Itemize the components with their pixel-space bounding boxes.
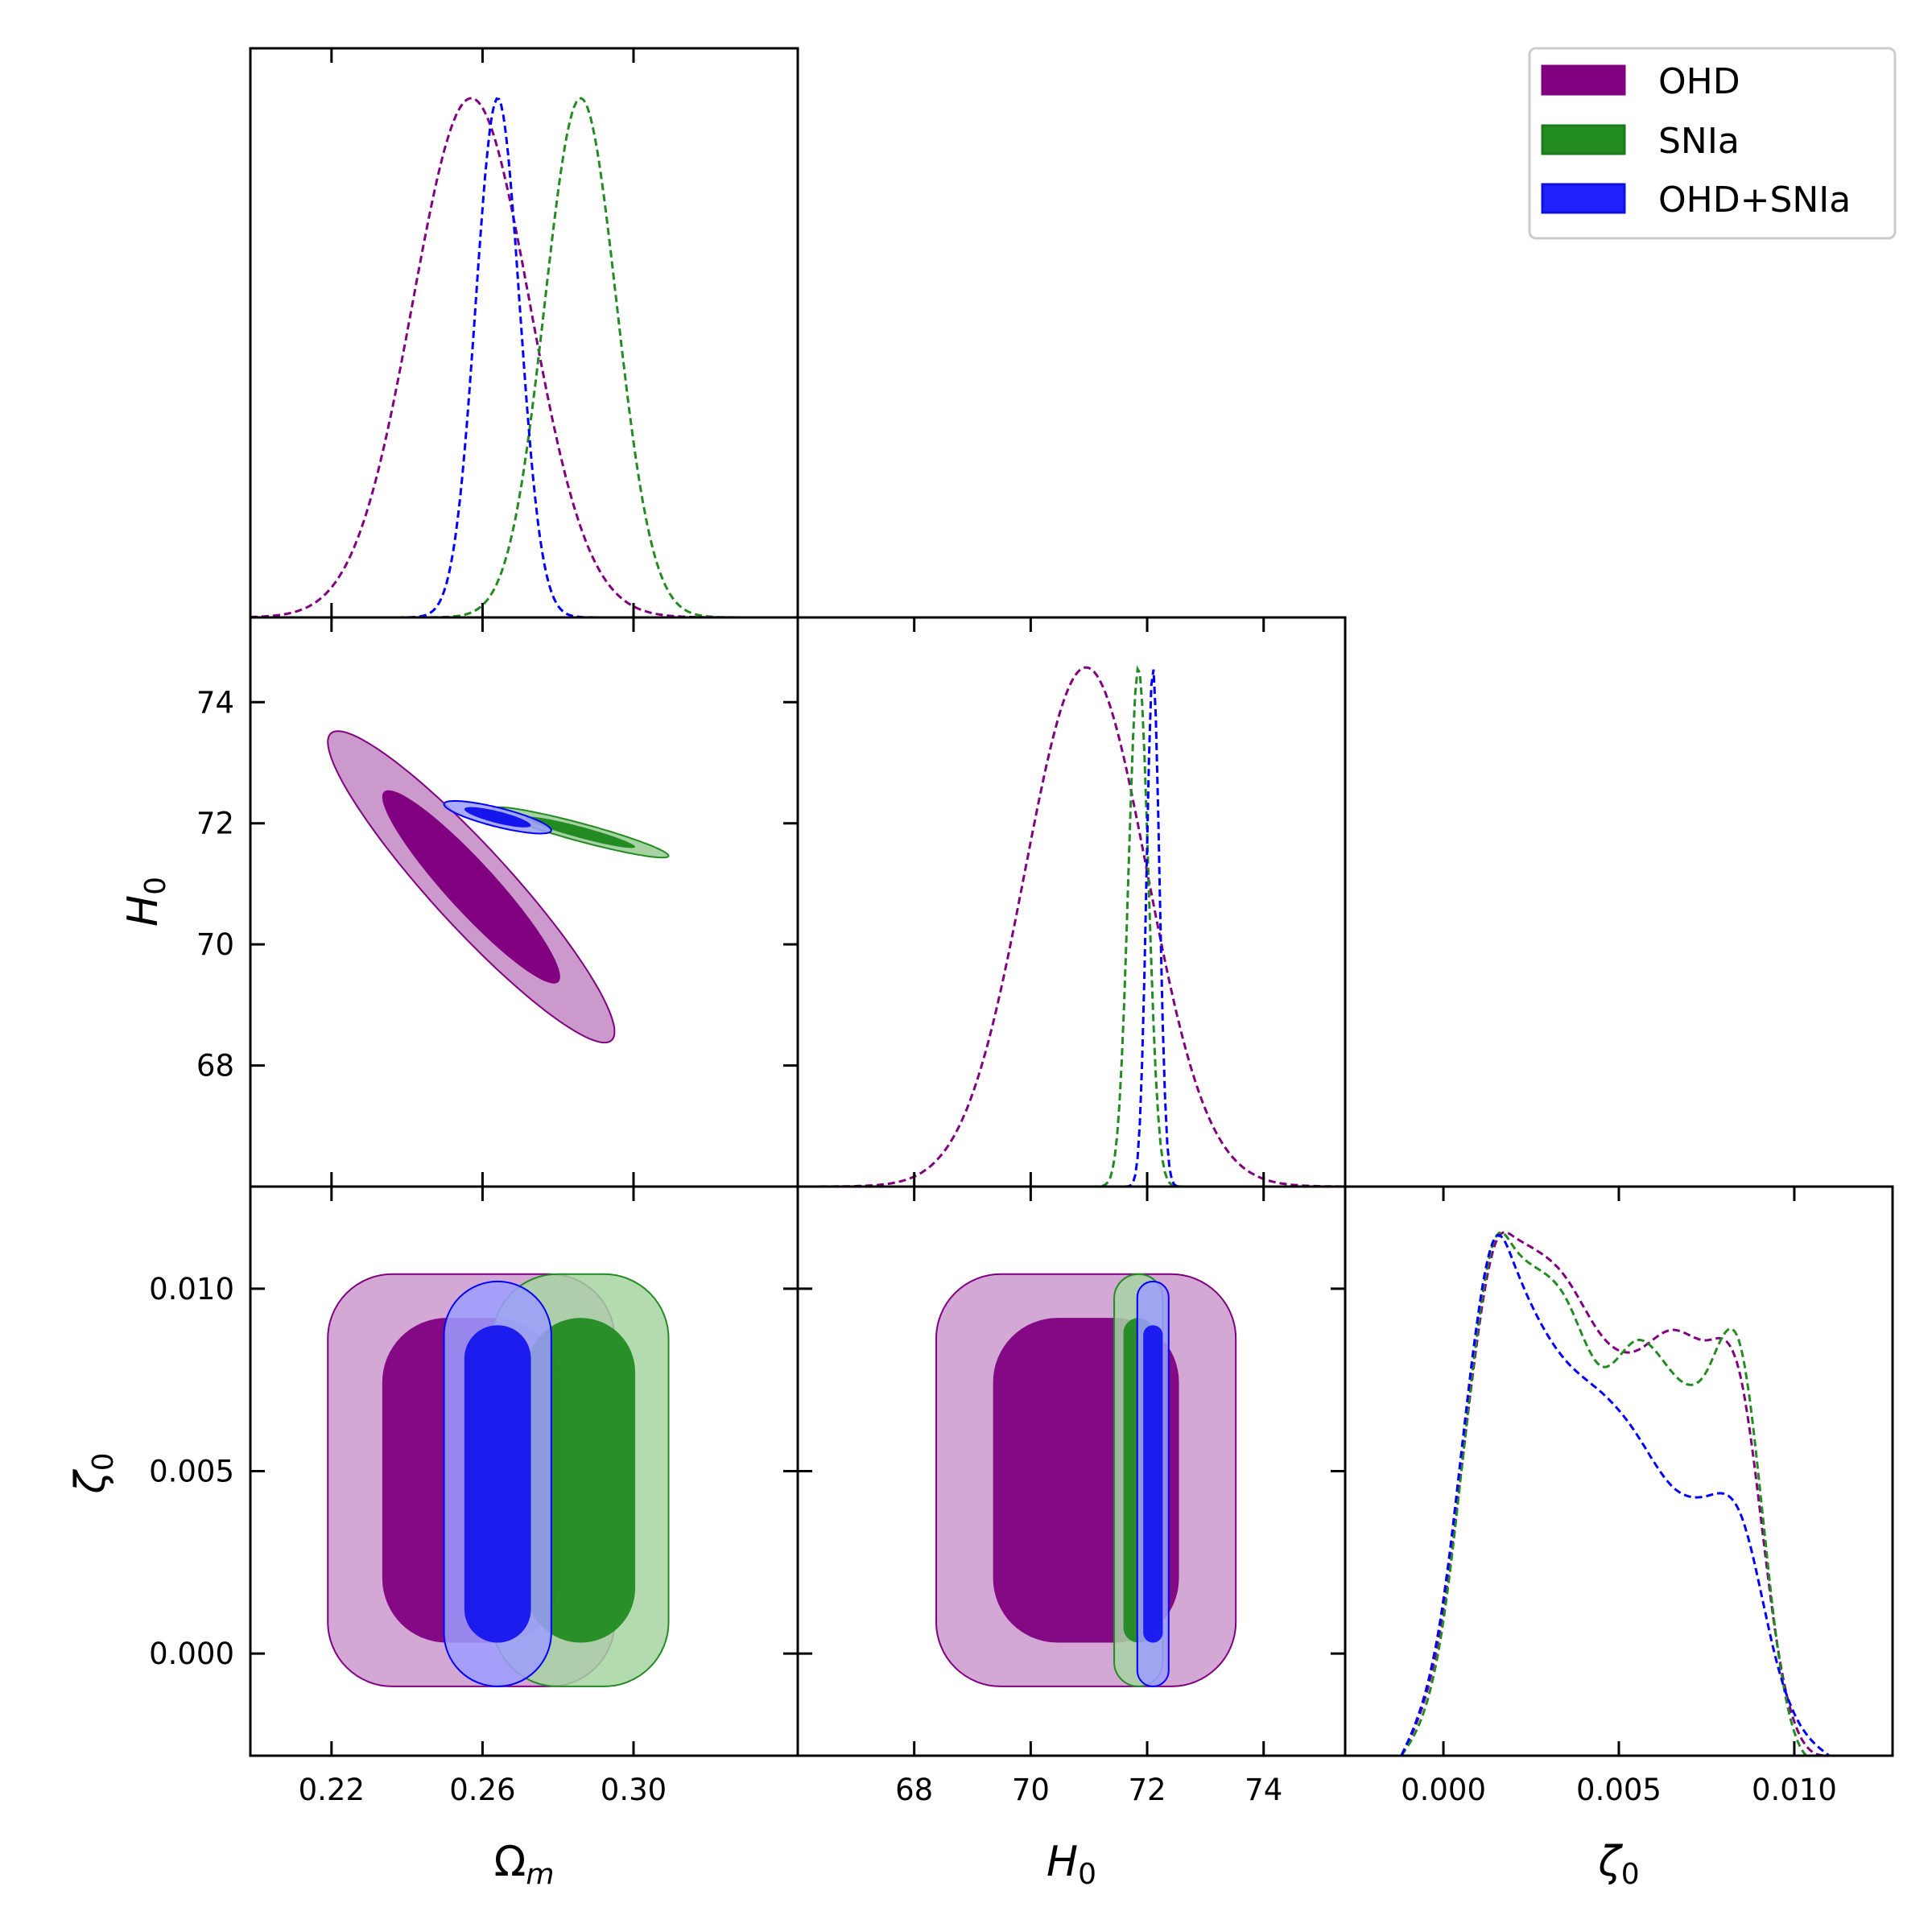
zeta-om-68-snia (526, 1318, 636, 1643)
legend-label-ohd: OHD (1658, 61, 1740, 102)
tick-label-om-1: 0.26 (449, 1773, 515, 1807)
tick-label-om-2: 0.30 (601, 1773, 667, 1807)
panel-om-marginal (250, 97, 798, 617)
frame-r2-c2 (1344, 1185, 1894, 1757)
tick-label-h0y-0: 68 (196, 1049, 234, 1084)
tick-label-h0y-3: 74 (196, 685, 234, 720)
tick-label-h0x-3: 74 (1245, 1773, 1282, 1807)
marginal-h0-snia (798, 665, 1345, 1187)
tick-label-om-0: 0.22 (299, 1773, 365, 1807)
xlabel-zeta0: ζ0 (1597, 1838, 1639, 1891)
legend-swatch-ohd-snia (1541, 183, 1626, 214)
legend-swatch-ohd (1541, 64, 1626, 96)
tick-label-h0y-1: 70 (196, 927, 234, 962)
marginal-om-ohd (250, 97, 798, 617)
tick-label-zetax-1: 0.005 (1576, 1773, 1662, 1807)
ylabel-zeta0: ζ0 (67, 1452, 120, 1494)
panel-h0-vs-om (327, 730, 670, 1044)
tick-label-zetay-0: 0.000 (149, 1637, 234, 1671)
tick-label-h0x-0: 68 (895, 1773, 933, 1807)
marginal-zeta0-ohd (1345, 1231, 1893, 1756)
panel-zeta0-vs-om (327, 1273, 670, 1687)
marginal-om-snia (250, 97, 798, 617)
contour-68-ohd (382, 790, 560, 984)
marginal-om-ohd-snia (250, 97, 798, 617)
tick-label-zetay-1: 0.005 (149, 1455, 234, 1489)
xlabel-om: Ωm (494, 1838, 555, 1891)
tick-label-h0y-2: 72 (196, 807, 234, 841)
frame-r1-c1 (796, 616, 1347, 1188)
tick-label-h0x-2: 72 (1128, 1773, 1166, 1807)
tick-label-h0x-1: 70 (1012, 1773, 1050, 1807)
legend-label-snia: SNIa (1658, 121, 1740, 162)
tick-marks (250, 48, 1796, 1756)
marginal-h0-ohd-snia (798, 669, 1345, 1187)
panel-zeta0-marginal (1345, 1231, 1893, 1756)
xlabel-h0: H0 (1046, 1838, 1096, 1891)
tick-label-zetay-2: 0.010 (149, 1272, 234, 1307)
panel-zeta0-vs-h0 (935, 1273, 1237, 1687)
marginal-h0-ohd (798, 666, 1345, 1187)
frame-r0-c0 (249, 47, 799, 619)
tick-label-zetax-2: 0.010 (1752, 1773, 1837, 1807)
legend-swatch-snia (1541, 124, 1626, 155)
marginal-zeta0-snia (1345, 1231, 1893, 1756)
ylabel-h0: H0 (119, 877, 172, 927)
legend: OHD SNIa OHD+SNIa (1528, 47, 1897, 240)
contour-68-ohd-snia (464, 807, 531, 828)
zeta-om-68-ohd-snia (464, 1325, 531, 1643)
zeta-h0-68-ohd-snia (1143, 1325, 1163, 1643)
tick-label-zetax-0: 0.000 (1401, 1773, 1486, 1807)
contour-68-snia (526, 816, 635, 848)
marginal-zeta0-ohd-snia (1345, 1233, 1893, 1756)
legend-label-ohd-snia: OHD+SNIa (1658, 180, 1851, 221)
panel-h0-marginal (798, 665, 1345, 1187)
